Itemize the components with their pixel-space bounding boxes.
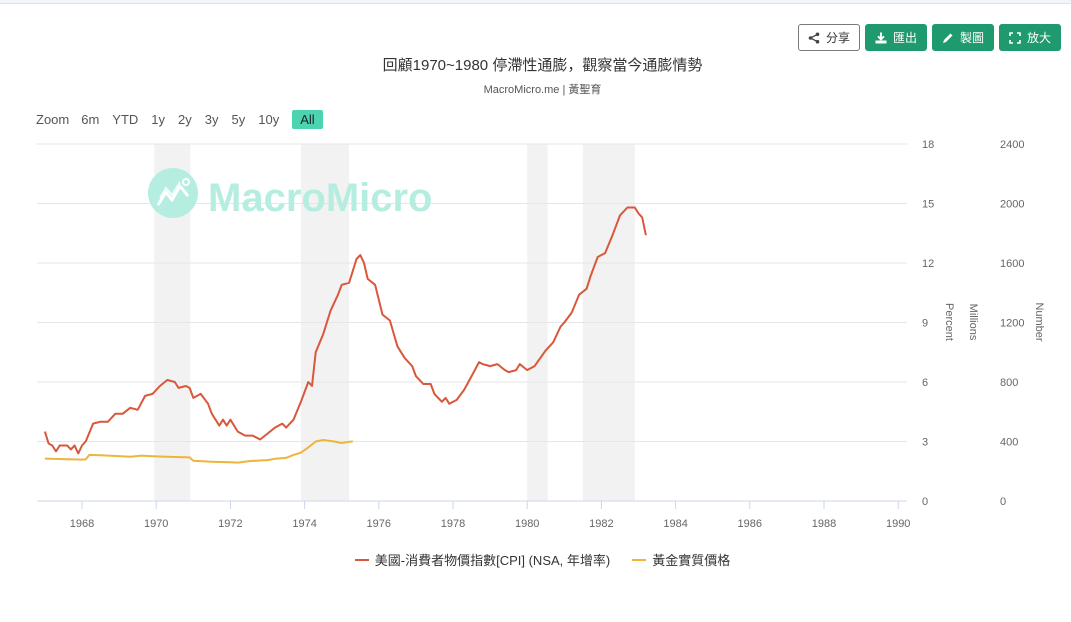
legend: 美國-消費者物價指數[CPI] (NSA, 年增率) 黃金實質價格 [0, 550, 1071, 569]
range-button-all[interactable]: All [292, 110, 323, 129]
y-left-tick-label: 15 [922, 199, 934, 211]
fullscreen-label: 放大 [1026, 31, 1051, 45]
export-label: 匯出 [892, 31, 917, 45]
y-left-tick-label: 12 [922, 258, 934, 270]
cpi-line[interactable] [43, 206, 647, 455]
macromicro-watermark: MacroMicro [148, 168, 433, 220]
y-left-tick-label: 18 [922, 139, 934, 151]
x-tick-label: 1976 [367, 518, 391, 530]
x-tick-label: 1984 [663, 518, 687, 530]
range-button-1y[interactable]: 1y [151, 112, 166, 127]
export-button[interactable]: 匯出 [864, 24, 927, 51]
y-axis-title: Number [1033, 302, 1045, 341]
chart-toolbar: 分享 匯出 製圖 放大 [797, 24, 1061, 51]
range-button-6m[interactable]: 6m [81, 112, 100, 127]
x-tick-label: 1986 [738, 518, 762, 530]
range-button-ytd[interactable]: YTD [112, 112, 139, 127]
range-button-5y[interactable]: 5y [231, 112, 246, 127]
y-right-tick-label: 2400 [1000, 139, 1024, 151]
y-left-tick-label: 9 [922, 318, 928, 330]
legend-swatch-cpi [354, 558, 369, 561]
draw-button[interactable]: 製圖 [931, 24, 994, 51]
x-tick-label: 1968 [70, 518, 94, 530]
range-button-2y[interactable]: 2y [178, 112, 192, 127]
browser-top-edge [0, 0, 1071, 4]
x-tick-label: 1972 [218, 518, 242, 530]
y-left-tick-label: 3 [922, 437, 928, 449]
legend-item-gold[interactable]: 黃金實質價格 [632, 550, 730, 569]
share-label: 分享 [825, 31, 850, 45]
x-tick-label: 1974 [292, 518, 316, 530]
pencil-icon [942, 32, 954, 44]
legend-swatch-gold [632, 558, 647, 561]
y-right-tick-label: 2000 [1000, 199, 1024, 211]
fullscreen-button[interactable]: 放大 [998, 24, 1061, 51]
x-tick-label: 1970 [144, 518, 168, 530]
y-right-tick-label: 400 [1000, 437, 1018, 449]
range-button-3y[interactable]: 3y [204, 112, 219, 127]
watermark-text: MacroMicro [208, 176, 433, 220]
y-right-tick-label: 1200 [1000, 318, 1024, 330]
y-axis-title: Millions [967, 304, 979, 341]
x-tick-label: 1990 [886, 518, 910, 530]
x-tick-label: 1988 [812, 518, 836, 530]
range-button-10y[interactable]: 10y [258, 112, 280, 127]
x-tick-label: 1978 [441, 518, 465, 530]
share-icon [808, 32, 820, 44]
chart-title: 回顧1970~1980 停滯性通膨，觀察當今通膨情勢 [382, 57, 703, 74]
legend-item-cpi[interactable]: 美國-消費者物價指數[CPI] (NSA, 年增率) [354, 550, 611, 569]
x-tick-label: 1982 [589, 518, 613, 530]
y-axes: 0 3 6 9 12 15 18 0 400 800 1200 1600 2000 2400 Percent… [922, 139, 1045, 508]
x-axis: 1968 1970 1972 1974 1976 1978 1980 1982 1984 1986… [70, 501, 910, 530]
range-selector: Zoom 6m YTD 1y 2y 3y 5y 10y All [36, 110, 323, 129]
expand-icon [1009, 31, 1021, 44]
share-button[interactable]: 分享 [797, 24, 860, 51]
range-selector-label: Zoom [36, 112, 70, 127]
y-axis-title: Percent [943, 303, 955, 341]
y-right-tick-label: 1600 [1000, 258, 1024, 270]
y-right-tick-label: 800 [1000, 377, 1018, 389]
draw-label: 製圖 [959, 31, 984, 45]
y-right-tick-label: 0 [1000, 496, 1006, 508]
legend-label-gold: 黃金實質價格 [652, 553, 731, 568]
legend-label-cpi: 美國-消費者物價指數[CPI] (NSA, 年增率) [374, 553, 611, 568]
y-left-tick-label: 0 [922, 496, 928, 508]
chart-subtitle: MacroMicro.me | 黃聖育 [483, 84, 602, 96]
download-icon [875, 32, 887, 44]
gold-price-line[interactable] [44, 439, 353, 464]
y-left-tick-label: 6 [922, 377, 928, 389]
x-tick-label: 1980 [515, 518, 539, 530]
